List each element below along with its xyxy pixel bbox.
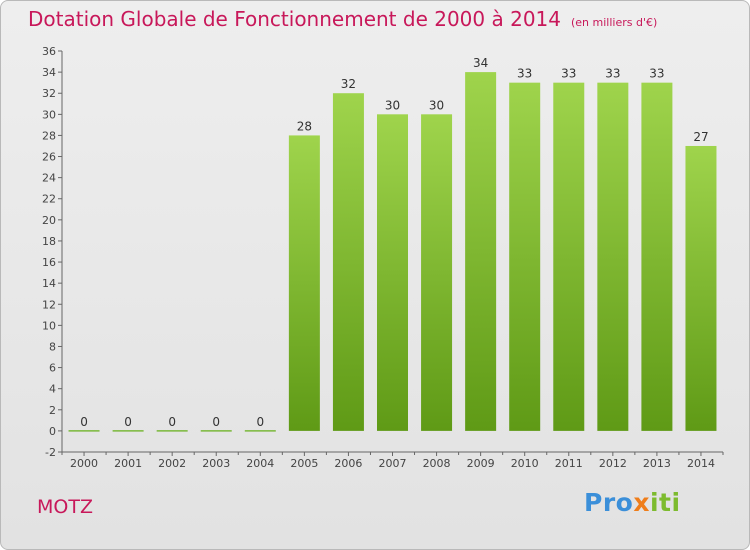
data-label: 33: [517, 67, 532, 81]
y-tick-label: 16: [42, 256, 56, 269]
y-tick-label: 0: [49, 425, 56, 438]
commune-name: MOTZ: [37, 496, 93, 518]
x-tick-label: 2013: [643, 457, 671, 470]
x-tick-label: 2009: [467, 457, 495, 470]
x-tick-label: 2008: [423, 457, 451, 470]
bar: [553, 82, 585, 431]
bar: [465, 72, 497, 431]
x-tick-label: 2002: [158, 457, 186, 470]
data-label: 33: [561, 67, 576, 81]
chart-subtitle: (en milliers d'€): [571, 16, 658, 29]
bar: [421, 114, 453, 431]
chart-title-text: Dotation Globale de Fonctionnement de 20…: [28, 7, 561, 31]
x-tick-label: 2011: [555, 457, 583, 470]
logo-part-3: iti: [649, 488, 681, 517]
data-label: 34: [473, 56, 488, 70]
y-tick-label: 32: [42, 87, 56, 100]
x-tick-label: 2007: [379, 457, 407, 470]
x-tick-label: 2010: [511, 457, 539, 470]
x-tick-label: 2004: [246, 457, 274, 470]
y-tick-label: 2: [49, 404, 56, 417]
y-tick-label: 22: [42, 193, 56, 206]
x-tick-label: 2014: [687, 457, 715, 470]
x-tick-label: 2000: [70, 457, 98, 470]
data-label: 32: [341, 77, 356, 91]
chart-title: Dotation Globale de Fonctionnement de 20…: [28, 7, 657, 31]
y-tick-label: 10: [42, 319, 56, 332]
bar: [597, 82, 629, 431]
y-tick-label: 26: [42, 151, 56, 164]
data-label: 30: [385, 98, 400, 112]
data-label: 28: [297, 119, 312, 133]
data-label: 33: [649, 67, 664, 81]
y-tick-label: 20: [42, 214, 56, 227]
bar: [288, 135, 320, 431]
y-tick-label: 30: [42, 108, 56, 121]
x-tick-label: 2005: [290, 457, 318, 470]
y-tick-label: -2: [45, 446, 56, 459]
y-tick-label: 28: [42, 129, 56, 142]
bar: [377, 114, 408, 431]
data-label: 0: [80, 415, 88, 429]
y-tick-label: 12: [42, 298, 56, 311]
y-tick-label: 14: [42, 277, 56, 290]
bar: [641, 82, 673, 431]
x-tick-label: 2003: [202, 457, 230, 470]
x-tick-label: 2012: [599, 457, 627, 470]
logo-part-1: Pro: [584, 488, 634, 517]
bar: [332, 93, 364, 431]
y-tick-label: 34: [42, 66, 56, 79]
data-label: 0: [124, 415, 132, 429]
y-tick-label: 24: [42, 172, 56, 185]
proxiti-logo: Proxiti: [584, 488, 681, 517]
data-label: 33: [605, 67, 620, 81]
bar: [509, 82, 541, 431]
data-label: 0: [256, 415, 264, 429]
y-tick-label: 4: [49, 383, 56, 396]
y-tick-label: 8: [49, 340, 56, 353]
y-tick-label: 6: [49, 362, 56, 375]
y-tick-label: 36: [42, 45, 56, 58]
y-tick-label: 18: [42, 235, 56, 248]
data-label: 0: [168, 415, 176, 429]
data-label: 27: [693, 130, 708, 144]
bar: [685, 145, 717, 431]
data-label: 0: [212, 415, 220, 429]
x-tick-label: 2006: [334, 457, 362, 470]
bar-chart: -202468101214161820222426283032343602000…: [42, 45, 724, 470]
data-label: 30: [429, 98, 444, 112]
x-tick-label: 2001: [114, 457, 142, 470]
logo-part-2: x: [633, 488, 650, 517]
